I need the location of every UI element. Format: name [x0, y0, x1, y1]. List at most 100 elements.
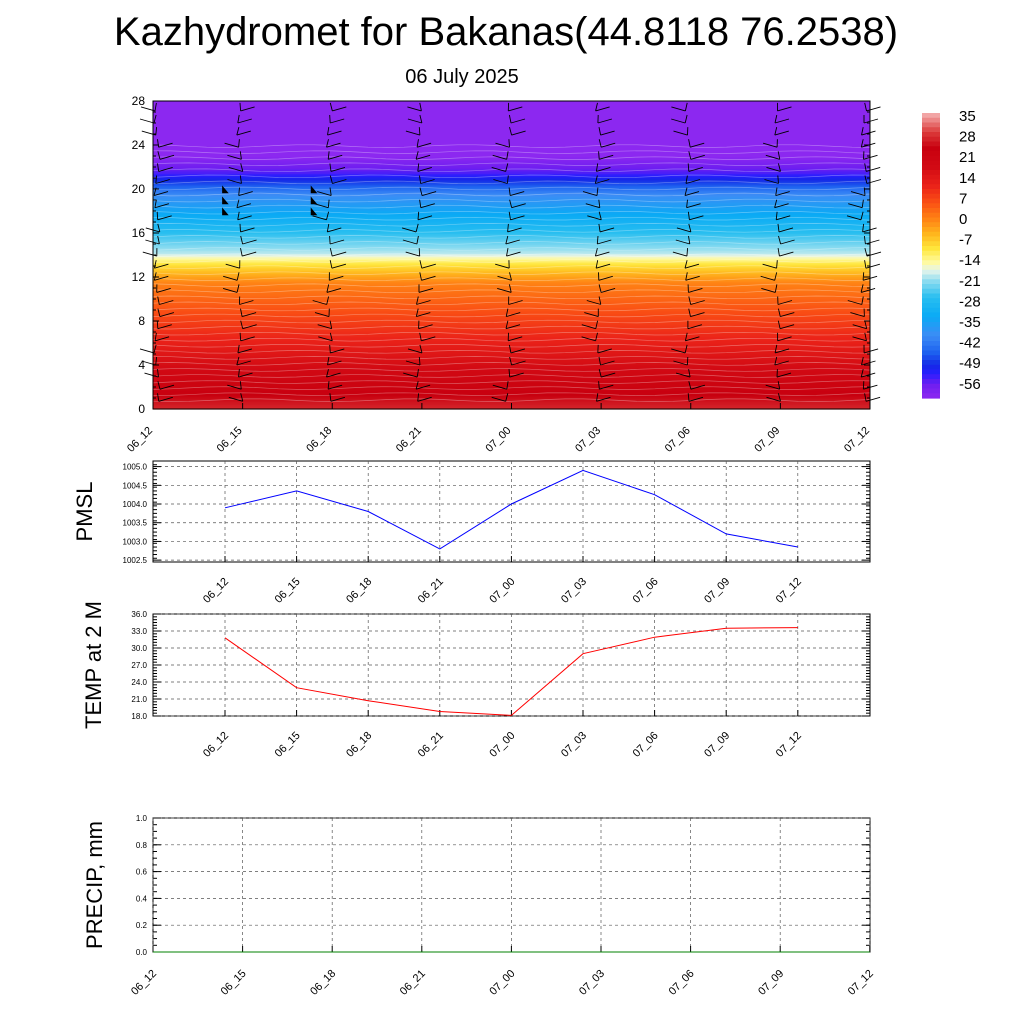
colorbar-swatch — [922, 274, 940, 280]
temperature-band — [153, 324, 870, 327]
colorbar-swatch — [922, 269, 940, 276]
wind-barb — [156, 320, 172, 330]
wind-barb — [775, 211, 791, 221]
temperature-band — [153, 255, 870, 258]
wind-barb — [777, 308, 795, 318]
temperature-contour-line — [152, 344, 871, 348]
colorbar-swatch — [922, 322, 940, 328]
wind-barb — [685, 175, 701, 184]
pmsl-y-tick-label: 1003.5 — [123, 519, 148, 528]
wind-barb — [864, 260, 881, 269]
colorbar-swatch — [922, 203, 940, 209]
temperature-band — [153, 224, 870, 227]
temperature-contour-line — [152, 229, 871, 233]
temperature-band — [153, 127, 870, 130]
wind-barb — [587, 211, 602, 221]
temperature-band — [153, 392, 870, 395]
wind-barb — [405, 248, 421, 257]
temperature-contour-line — [152, 319, 871, 324]
temperature-band — [153, 165, 870, 168]
temperature-band — [153, 196, 870, 199]
temperature-band — [153, 342, 870, 345]
wind-barb — [852, 332, 867, 342]
colorbar-swatch — [922, 393, 940, 399]
wind-barb — [774, 126, 789, 136]
temperature-band — [153, 365, 870, 369]
section-y-tick-label: 20 — [132, 182, 146, 196]
temperature-band — [153, 336, 870, 339]
precip-x-tick-label: 06_21 — [398, 968, 428, 998]
wind-barb — [419, 260, 436, 269]
temperature-band — [153, 219, 870, 222]
wind-barb — [598, 356, 615, 366]
section-y-tick-label: 0 — [138, 402, 145, 416]
wind-barb — [329, 260, 347, 269]
temperature-band — [153, 130, 870, 133]
wind-barb — [507, 223, 522, 233]
temperature-band — [153, 356, 870, 359]
temperature-band — [153, 113, 870, 116]
colorbar-swatch — [922, 160, 940, 166]
colorbar-swatch — [922, 364, 940, 371]
wind-barb — [685, 272, 700, 281]
temperature-band — [153, 267, 870, 270]
temperature-contour-line — [152, 301, 871, 306]
wind-barb — [765, 151, 781, 160]
wind-barb — [312, 211, 330, 221]
wind-barb — [405, 356, 421, 366]
wind-barb — [238, 369, 253, 378]
temperature-band — [153, 191, 870, 194]
temperature-band — [153, 399, 870, 402]
temperature-band — [153, 296, 870, 299]
temperature-band — [153, 179, 870, 182]
wind-barb — [598, 223, 615, 233]
colorbar-swatch — [922, 208, 940, 214]
temperature-band — [153, 171, 870, 174]
temperature-band — [153, 207, 870, 210]
temp2m-x-tick-label: 07_06 — [631, 730, 661, 760]
colorbar-swatch — [922, 388, 940, 394]
wind-barb — [507, 102, 523, 112]
wind-barb — [594, 247, 610, 257]
wind-barb — [491, 163, 509, 172]
colorbar-swatch — [922, 231, 940, 238]
temperature-band — [153, 124, 870, 127]
temperature-band — [153, 128, 870, 131]
temperature-band — [153, 318, 870, 321]
colorbar-label: 21 — [959, 149, 976, 166]
pmsl-x-tick-label: 07_12 — [774, 576, 804, 606]
pmsl-x-tick-label: 07_00 — [487, 576, 517, 606]
wind-barb — [508, 114, 526, 124]
colorbar-label: -21 — [959, 273, 981, 290]
wind-barb — [597, 344, 612, 354]
wind-barb — [157, 381, 175, 390]
colorbar-label: 28 — [959, 129, 976, 146]
temperature-band — [153, 157, 870, 161]
temperature-band — [153, 310, 870, 313]
temp2m-x-tick-label: 07_09 — [702, 730, 732, 760]
section-x-tick-label: 07_06 — [663, 425, 693, 455]
temperature-band — [153, 213, 870, 216]
temperature-contour-line — [153, 289, 871, 294]
wind-barb — [326, 368, 341, 378]
wind-barb — [329, 247, 347, 257]
temperature-band — [153, 184, 870, 187]
wind-barb — [686, 199, 701, 209]
temperature-band — [153, 381, 870, 384]
temperature-contour-line — [152, 162, 871, 166]
temperature-band — [153, 361, 870, 364]
wind-barb — [509, 126, 526, 136]
temperature-band — [153, 293, 870, 296]
colorbar: 35 28 21 14 7 0 -7 -14 -21 -28 -35 -42 -49 -56 — [922, 108, 981, 399]
temperature-band — [153, 101, 870, 104]
wind-barb — [846, 211, 864, 221]
wind-barb — [766, 163, 781, 172]
temperature-band — [153, 151, 870, 154]
temperature-band — [153, 199, 870, 202]
temperature-band — [153, 116, 870, 119]
section-y-tick-label: 4 — [138, 358, 145, 372]
temperature-band — [153, 364, 870, 367]
wind-barb — [675, 235, 691, 245]
temperature-contour-line — [152, 295, 871, 300]
